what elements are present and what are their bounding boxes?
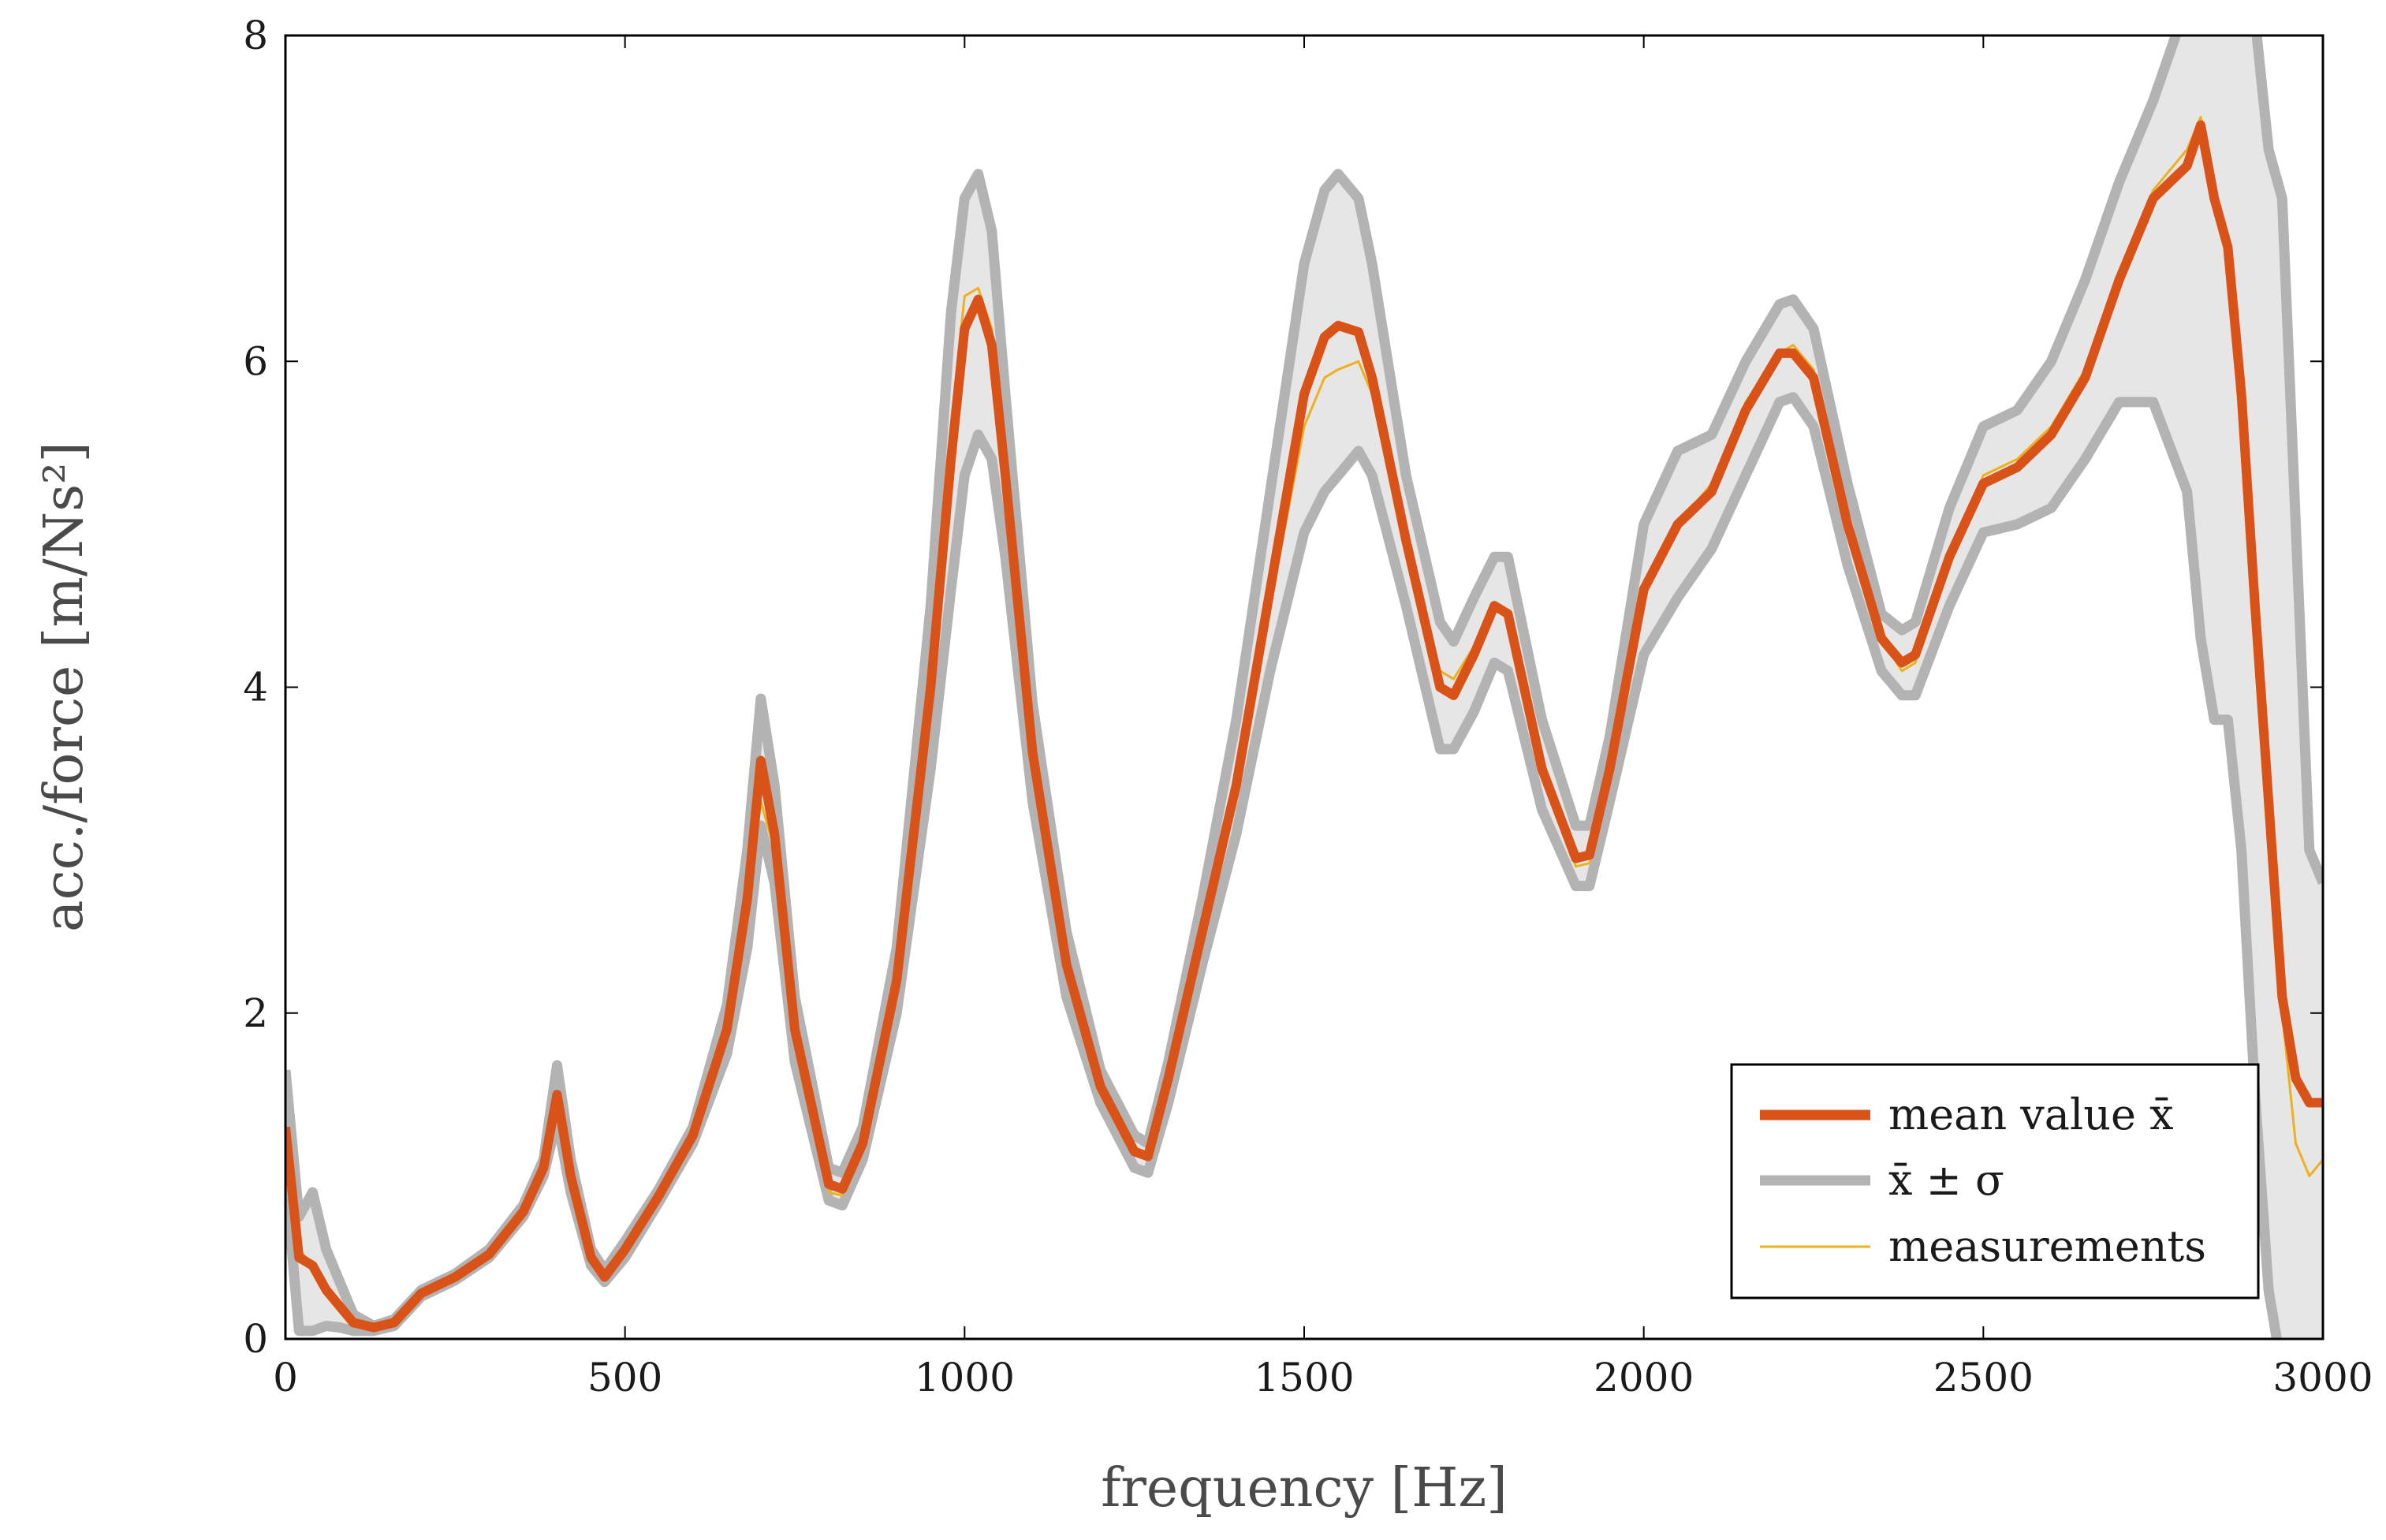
y-axis-title: acc./force [m/Ns²] <box>33 442 95 932</box>
x-tick-label: 3000 <box>2272 1355 2373 1400</box>
mean-value-line <box>285 120 2323 1333</box>
y-tick-label: 6 <box>243 338 268 384</box>
x-axis-title: frequency [Hz] <box>1101 1457 1508 1519</box>
legend-label-mean: mean value x̄ <box>1888 1090 2174 1139</box>
y-tick-label: 0 <box>243 1316 268 1362</box>
legend-label-measurements: measurements <box>1888 1221 2206 1271</box>
x-tick-label: 1000 <box>915 1355 1015 1400</box>
y-tick-label: 8 <box>243 13 268 58</box>
y-tick-label: 4 <box>243 665 268 710</box>
legend: mean value x̄ x̄ ± σ measurements <box>1730 1063 2260 1299</box>
x-tick-label: 2500 <box>1933 1355 2034 1400</box>
y-tick-label: 2 <box>243 990 268 1036</box>
x-tick-label: 500 <box>587 1355 662 1400</box>
legend-label-band: x̄ ± σ <box>1888 1155 2004 1205</box>
x-tick-label: 2000 <box>1594 1355 1694 1400</box>
x-tick-label: 0 <box>273 1355 298 1400</box>
x-tick-label: 1500 <box>1254 1355 1354 1400</box>
